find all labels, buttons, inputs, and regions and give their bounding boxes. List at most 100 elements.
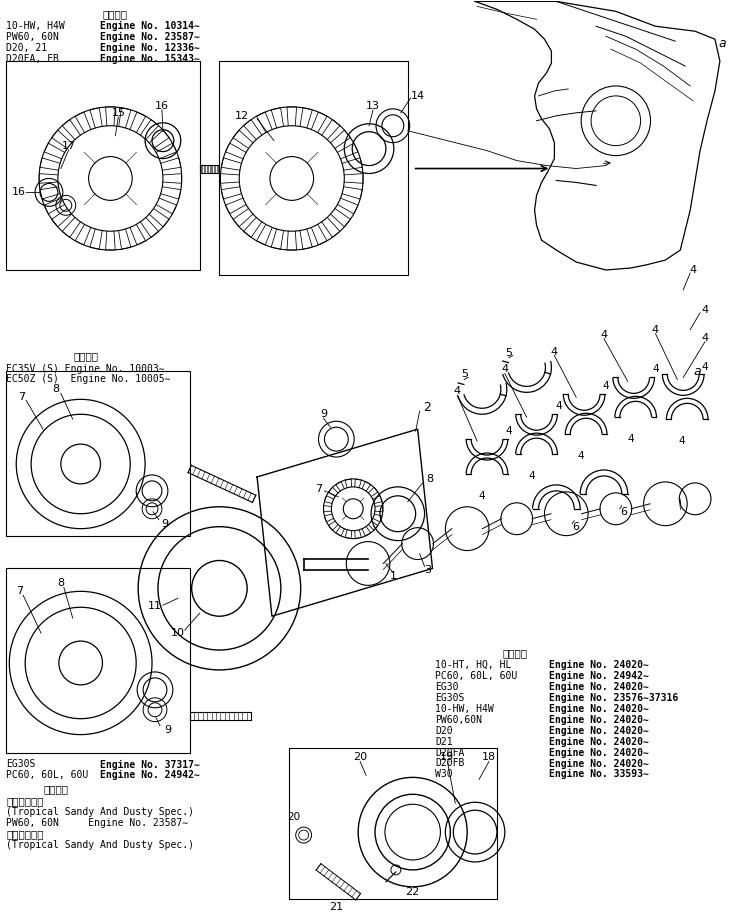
Text: 10-HW, H4W: 10-HW, H4W bbox=[7, 21, 65, 31]
Text: D20FB: D20FB bbox=[435, 759, 465, 769]
Text: Engine No. 24020∼: Engine No. 24020∼ bbox=[550, 660, 650, 670]
Text: Engine No. 23576∼37316: Engine No. 23576∼37316 bbox=[550, 693, 679, 703]
Text: 4: 4 bbox=[701, 333, 709, 343]
Text: 9: 9 bbox=[161, 518, 168, 528]
Text: Engine No. 24942∼: Engine No. 24942∼ bbox=[101, 771, 200, 781]
Text: 11: 11 bbox=[148, 601, 162, 611]
Text: 16: 16 bbox=[155, 101, 169, 111]
Text: 13: 13 bbox=[366, 101, 380, 111]
Text: 4: 4 bbox=[628, 434, 634, 444]
Text: 4: 4 bbox=[701, 304, 709, 314]
Text: Engine No. 37317∼: Engine No. 37317∼ bbox=[101, 760, 200, 770]
Text: 1: 1 bbox=[389, 571, 397, 581]
Text: 適用号機: 適用号機 bbox=[73, 352, 98, 362]
Bar bbox=[289, 748, 497, 898]
Text: EC35V (S) Engine No. 10003∼: EC35V (S) Engine No. 10003∼ bbox=[7, 364, 165, 374]
Text: PW60, 60N     Engine No. 23587∼: PW60, 60N Engine No. 23587∼ bbox=[7, 818, 189, 828]
Text: 4: 4 bbox=[479, 491, 486, 501]
Text: 3: 3 bbox=[424, 566, 431, 576]
Text: 17: 17 bbox=[62, 141, 76, 151]
Text: 8: 8 bbox=[58, 579, 64, 589]
Text: 適用号機: 適用号機 bbox=[44, 784, 69, 794]
Text: EC50Z (S)  Engine No. 10005∼: EC50Z (S) Engine No. 10005∼ bbox=[7, 375, 171, 385]
Text: 4: 4 bbox=[652, 365, 659, 375]
Text: (Tropical Sandy And Dusty Spec.): (Tropical Sandy And Dusty Spec.) bbox=[7, 807, 195, 817]
Text: a: a bbox=[719, 37, 727, 49]
Text: Engine No. 24020∼: Engine No. 24020∼ bbox=[550, 715, 650, 725]
Text: 5: 5 bbox=[461, 369, 468, 379]
Text: 4: 4 bbox=[679, 436, 685, 446]
Text: (Tropical Sandy And Dusty Spec.): (Tropical Sandy And Dusty Spec.) bbox=[7, 840, 195, 850]
Text: 7: 7 bbox=[315, 484, 322, 494]
Text: 10-HW, H4W: 10-HW, H4W bbox=[435, 704, 494, 714]
Text: 6: 6 bbox=[620, 506, 627, 516]
Text: 適用号機: 適用号機 bbox=[502, 648, 527, 658]
Text: D20FA: D20FA bbox=[435, 748, 465, 758]
Text: 16: 16 bbox=[12, 187, 26, 197]
Text: Engine No. 24020∼: Engine No. 24020∼ bbox=[550, 737, 650, 747]
Text: Engine No. 33593∼: Engine No. 33593∼ bbox=[550, 770, 650, 780]
Text: D20: D20 bbox=[435, 726, 453, 736]
Text: 22: 22 bbox=[405, 887, 420, 897]
Text: 4: 4 bbox=[502, 365, 508, 375]
Text: 9: 9 bbox=[320, 409, 327, 420]
Text: EG30S: EG30S bbox=[435, 693, 465, 703]
Text: a: a bbox=[693, 365, 701, 378]
Bar bbox=[7, 569, 190, 752]
Text: Engine No. 15343∼: Engine No. 15343∼ bbox=[101, 54, 200, 64]
Text: 8: 8 bbox=[426, 474, 433, 484]
Text: Engine No. 23587∼: Engine No. 23587∼ bbox=[101, 32, 200, 42]
Text: Engine No. 24020∼: Engine No. 24020∼ bbox=[550, 748, 650, 758]
Text: 4: 4 bbox=[453, 387, 461, 397]
Text: 21: 21 bbox=[330, 902, 343, 911]
Text: EG30: EG30 bbox=[435, 682, 459, 692]
Text: 6: 6 bbox=[573, 522, 580, 532]
Text: Engine No. 24020∼: Engine No. 24020∼ bbox=[550, 726, 650, 736]
Text: 4: 4 bbox=[529, 471, 535, 481]
Text: D21: D21 bbox=[435, 737, 453, 747]
Text: 20: 20 bbox=[287, 813, 300, 823]
Text: 熱帯砂地仕様: 熱帯砂地仕様 bbox=[7, 796, 44, 806]
Text: Engine No. 24020∼: Engine No. 24020∼ bbox=[550, 682, 650, 692]
Text: 2: 2 bbox=[424, 401, 432, 414]
Text: D20FA, FB: D20FA, FB bbox=[7, 54, 59, 64]
Text: Engine No. 12336∼: Engine No. 12336∼ bbox=[101, 43, 200, 53]
Text: Engine No. 10314∼: Engine No. 10314∼ bbox=[101, 21, 200, 31]
Bar bbox=[219, 61, 408, 275]
Text: Engine No. 24020∼: Engine No. 24020∼ bbox=[550, 704, 650, 714]
Text: 4: 4 bbox=[702, 362, 709, 371]
Text: 4: 4 bbox=[601, 330, 607, 340]
Text: 4: 4 bbox=[690, 265, 697, 275]
Text: 熱帯砂地仕様: 熱帯砂地仕様 bbox=[7, 829, 44, 839]
Text: 9: 9 bbox=[164, 725, 171, 735]
Text: EG30S: EG30S bbox=[7, 760, 36, 770]
Text: PC60, 60L, 60U: PC60, 60L, 60U bbox=[435, 671, 518, 681]
Text: 10-HT, HQ, HL: 10-HT, HQ, HL bbox=[435, 660, 512, 670]
Text: D20, 21: D20, 21 bbox=[7, 43, 47, 53]
Text: 4: 4 bbox=[505, 426, 512, 436]
Text: 19: 19 bbox=[440, 752, 454, 762]
Text: 7: 7 bbox=[15, 587, 23, 596]
Text: 14: 14 bbox=[410, 90, 425, 101]
Text: 4: 4 bbox=[551, 346, 558, 356]
Text: 4: 4 bbox=[603, 381, 609, 391]
Text: 12: 12 bbox=[235, 111, 249, 121]
Text: 5: 5 bbox=[505, 347, 512, 357]
Text: 4: 4 bbox=[555, 401, 561, 411]
Text: 18: 18 bbox=[482, 752, 496, 762]
Text: 8: 8 bbox=[52, 385, 60, 394]
Text: 7: 7 bbox=[17, 392, 25, 402]
Text: Engine No. 24942∼: Engine No. 24942∼ bbox=[550, 671, 650, 681]
Text: PW60, 60N: PW60, 60N bbox=[7, 32, 59, 42]
Text: 20: 20 bbox=[353, 752, 367, 762]
Text: PW60,60N: PW60,60N bbox=[435, 715, 483, 725]
Text: Engine No. 24020∼: Engine No. 24020∼ bbox=[550, 759, 650, 769]
Bar bbox=[7, 371, 190, 536]
Text: 15: 15 bbox=[112, 108, 125, 118]
Text: 4: 4 bbox=[578, 451, 585, 461]
Bar bbox=[7, 61, 200, 270]
Text: 適用号機: 適用号機 bbox=[103, 9, 128, 19]
Text: 4: 4 bbox=[652, 324, 659, 335]
Text: W30: W30 bbox=[435, 770, 453, 780]
Text: 10: 10 bbox=[171, 628, 184, 638]
